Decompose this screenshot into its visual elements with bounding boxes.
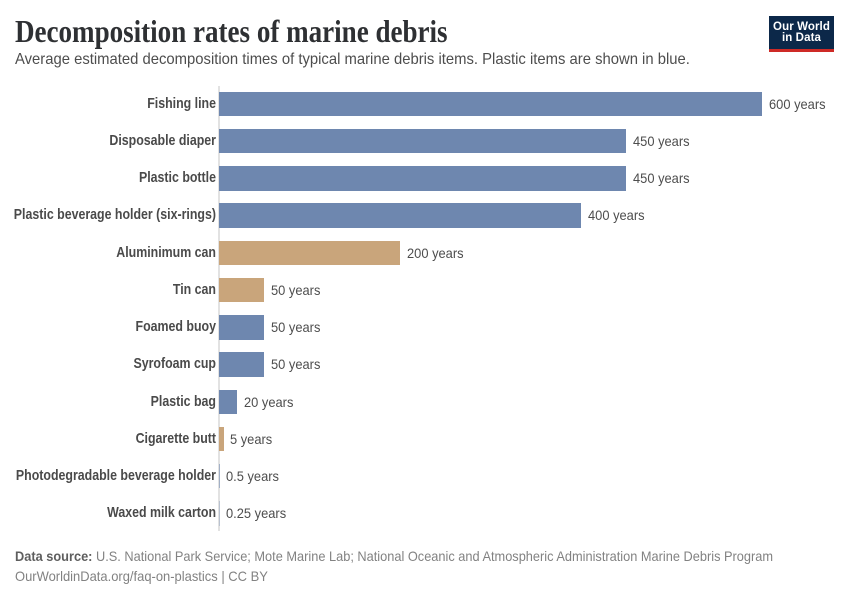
- svg-text:in Data: in Data: [782, 32, 822, 44]
- svg-text:Our World: Our World: [773, 21, 830, 33]
